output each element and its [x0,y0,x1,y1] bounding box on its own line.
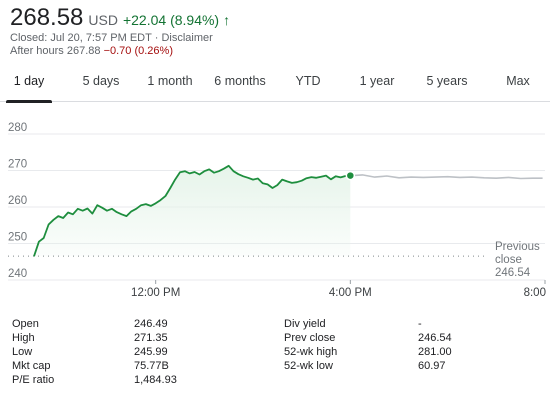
price-chart[interactable]: 280 270 260 250 240 12:00 PM 4:00 PM 8:00 PM P… [0,103,550,308]
x-axis-labels: 12:00 PM 4:00 PM 8:00 PM [131,280,550,299]
tab-ytd[interactable]: YTD [295,74,321,88]
y-tick-label: 240 [8,268,27,280]
x-tick-label: 12:00 PM [131,287,180,299]
price-chart-svg: 280 270 260 250 240 12:00 PM 4:00 PM 8:00 PM P… [8,122,550,299]
previous-close-label-line2: close [495,254,522,266]
after-hours-line [350,174,543,180]
stat-pe-ratio-label: P/E ratio [12,374,55,386]
y-tick-label: 260 [8,195,27,207]
x-tick-label: 8:00 PM [524,287,550,299]
stat-high-value: 271.35 [134,332,168,344]
stat-div-yield-label: Div yield [284,318,326,330]
stat-low-label: Low [12,346,33,358]
regular-session-line [33,164,351,257]
tab-max[interactable]: Max [506,74,530,88]
range-tabs: 1 day 5 days 1 month 6 months YTD 1 year… [0,64,550,103]
stat-pe-ratio-value: 1,484.93 [134,374,177,386]
after-hours-change: −0.70 (0.26%) [103,45,173,57]
stat-open-value: 246.49 [134,318,168,330]
tab-5-years[interactable]: 5 years [426,74,468,88]
price-change: +22.04 (8.94%) [122,12,220,28]
tab-1-day[interactable]: 1 day [6,64,52,103]
closed-time: Closed: Jul 20, 7:57 PM EDT [10,32,152,44]
y-tick-label: 280 [8,122,27,134]
stat-low-value: 245.99 [134,346,168,358]
stat-high-label: High [12,332,35,344]
chart-area-fill [34,165,351,257]
x-tick-label: 4:00 PM [329,287,372,299]
separator: · [151,32,162,44]
stat-52wk-low-label: 52-wk low [284,360,333,372]
y-tick-label: 270 [8,159,27,171]
tab-1-month[interactable]: 1 month [147,74,193,88]
stat-open-label: Open [12,318,39,330]
y-tick-label: 250 [8,232,27,244]
price-line: 268.58 USD +22.04 (8.94%) ↑ [10,4,540,32]
after-hours-price: After hours 267.88 [10,45,101,57]
previous-close-value: 246.54 [495,267,531,279]
current-price-marker [345,170,356,181]
tab-6-months[interactable]: 6 months [214,74,266,88]
stat-mkt-cap-label: Mkt cap [12,360,51,372]
stat-52wk-high-label: 52-wk high [284,346,338,358]
y-axis-labels: 280 270 260 250 240 [8,122,27,280]
currency-label: USD [88,12,118,28]
market-status: Closed: Jul 20, 7:57 PM EDT · Disclaimer [10,32,540,45]
current-price: 268.58 [10,4,84,31]
after-hours: After hours 267.88 −0.70 (0.26%) [10,45,540,58]
stat-52wk-low-value: 60.97 [418,360,446,372]
chart-lines [33,164,543,257]
tab-1-year[interactable]: 1 year [359,74,395,88]
stat-52wk-high-value: 281.00 [418,346,452,358]
disclaimer-link[interactable]: Disclaimer [161,32,213,44]
quote-header: 268.58 USD +22.04 (8.94%) ↑ Closed: Jul … [10,4,540,58]
stat-prev-close-label: Prev close [284,332,336,344]
stat-div-yield-value: - [418,318,422,330]
arrow-up-icon: ↑ [223,12,231,28]
stat-prev-close-value: 246.54 [418,332,452,344]
session-area-fill [34,165,351,257]
previous-close-label-line1: Previous [495,241,540,253]
tab-5-days[interactable]: 5 days [82,74,120,88]
stat-mkt-cap-value: 75.77B [134,360,169,372]
